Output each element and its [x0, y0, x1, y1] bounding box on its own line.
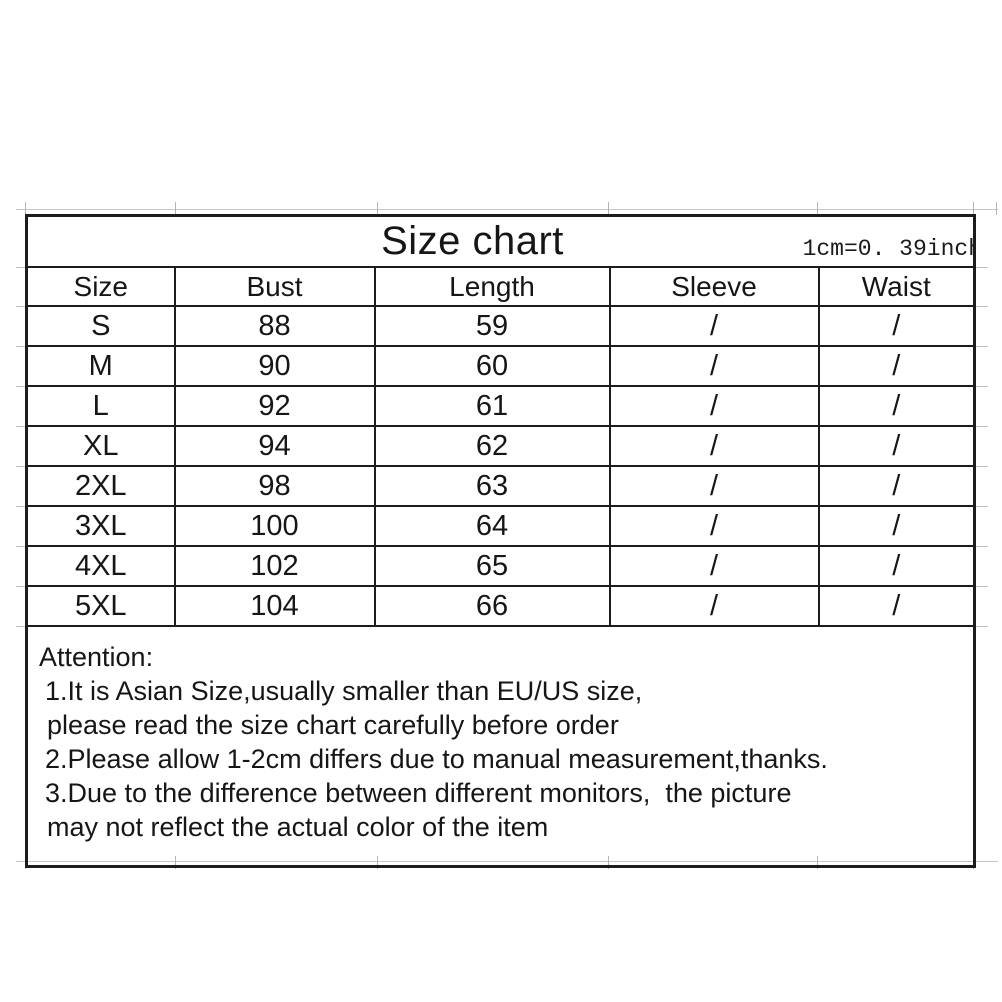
column-header-waist: Waist [817, 266, 976, 307]
sleeve-cell: / [608, 545, 820, 587]
gridline-artifact [976, 426, 988, 427]
waist-cell: / [817, 585, 976, 627]
length-cell: 60 [373, 345, 611, 387]
size-cell: S [25, 305, 176, 347]
column-header-size: Size [25, 266, 176, 307]
size-table-body: Size chart 1cm=0. 39inch Size Bust Lengt… [25, 214, 976, 868]
waist-cell: / [817, 305, 976, 347]
size-cell: L [25, 385, 176, 427]
table-row: S 88 59 / / [25, 305, 976, 347]
size-chart-table: Size chart 1cm=0. 39inch Size Bust Lengt… [25, 214, 976, 868]
size-cell: M [25, 345, 176, 387]
sleeve-cell: / [608, 385, 820, 427]
attention-heading: Attention: [39, 642, 154, 672]
waist-cell: / [817, 385, 976, 427]
sleeve-cell: / [608, 465, 820, 507]
table-row: 5XL 104 66 / / [25, 585, 976, 627]
attention-note-3-cont: may not reflect the actual color of the … [47, 812, 549, 842]
sleeve-cell: / [608, 585, 820, 627]
table-row: M 90 60 / / [25, 345, 976, 387]
waist-cell: / [817, 505, 976, 547]
gridline-artifact [377, 202, 378, 215]
gridline-artifact [16, 426, 25, 427]
sleeve-cell: / [608, 345, 820, 387]
bust-cell: 88 [173, 305, 376, 347]
length-cell: 63 [373, 465, 611, 507]
attention-row: Attention: 1.It is Asian Size,usually sm… [25, 625, 976, 868]
gridline-artifact [976, 267, 988, 268]
waist-cell: / [817, 425, 976, 467]
table-row: L 92 61 / / [25, 385, 976, 427]
bust-cell: 100 [173, 505, 376, 547]
table-row: 4XL 102 65 / / [25, 545, 976, 587]
attention-cell: Attention: 1.It is Asian Size,usually sm… [25, 625, 976, 868]
table-row: 2XL 98 63 / / [25, 465, 976, 507]
size-cell: 5XL [25, 585, 176, 627]
gridline-artifact [976, 346, 988, 347]
table-row: XL 94 62 / / [25, 425, 976, 467]
size-cell: 3XL [25, 505, 176, 547]
table-row: 3XL 100 64 / / [25, 505, 976, 547]
length-cell: 65 [373, 545, 611, 587]
gridline-artifact [16, 346, 25, 347]
gridline-artifact [16, 209, 998, 210]
sleeve-cell: / [608, 305, 820, 347]
gridline-artifact [608, 202, 609, 215]
gridline-artifact [976, 586, 988, 587]
length-cell: 61 [373, 385, 611, 427]
size-cell: XL [25, 425, 176, 467]
gridline-artifact [25, 202, 26, 215]
gridline-artifact [16, 386, 25, 387]
gridline-artifact [16, 267, 25, 268]
size-cell: 4XL [25, 545, 176, 587]
waist-cell: / [817, 345, 976, 387]
bust-cell: 94 [173, 425, 376, 467]
gridline-artifact [16, 586, 25, 587]
gridline-artifact [16, 306, 25, 307]
sleeve-cell: / [608, 425, 820, 467]
bust-cell: 104 [173, 585, 376, 627]
length-cell: 64 [373, 505, 611, 547]
bust-cell: 90 [173, 345, 376, 387]
attention-note-2: 2.Please allow 1-2cm differs due to manu… [45, 744, 828, 774]
attention-note-1-cont: please read the size chart carefully bef… [47, 710, 619, 740]
gridline-artifact [976, 306, 988, 307]
gridline-artifact [976, 386, 988, 387]
bust-cell: 98 [173, 465, 376, 507]
column-header-length: Length [373, 266, 611, 307]
gridline-artifact [976, 466, 988, 467]
gridline-artifact [976, 546, 988, 547]
waist-cell: / [817, 545, 976, 587]
column-header-sleeve: Sleeve [608, 266, 820, 307]
column-header-bust: Bust [173, 266, 376, 307]
gridline-artifact [973, 202, 974, 215]
gridline-artifact [996, 202, 997, 215]
length-cell: 59 [373, 305, 611, 347]
gridline-artifact [16, 626, 25, 627]
waist-cell: / [817, 465, 976, 507]
gridline-artifact [976, 626, 988, 627]
gridline-artifact [817, 202, 818, 215]
header-row: Size Bust Length Sleeve Waist [25, 266, 976, 307]
attention-note-1: 1.It is Asian Size,usually smaller than … [45, 676, 643, 706]
title-cell: Size chart 1cm=0. 39inch [25, 214, 976, 268]
bust-cell: 102 [173, 545, 376, 587]
attention-note-3: 3.Due to the difference between differen… [45, 778, 792, 808]
unit-conversion-note: 1cm=0. 39inch [802, 236, 975, 262]
title-row: Size chart 1cm=0. 39inch [25, 214, 976, 268]
gridline-artifact [16, 466, 25, 467]
sleeve-cell: / [608, 505, 820, 547]
gridline-artifact [976, 506, 988, 507]
gridline-artifact [16, 506, 25, 507]
length-cell: 62 [373, 425, 611, 467]
size-cell: 2XL [25, 465, 176, 507]
page-title: Size chart [381, 219, 564, 263]
gridline-artifact [16, 546, 25, 547]
bust-cell: 92 [173, 385, 376, 427]
length-cell: 66 [373, 585, 611, 627]
gridline-artifact [175, 202, 176, 215]
